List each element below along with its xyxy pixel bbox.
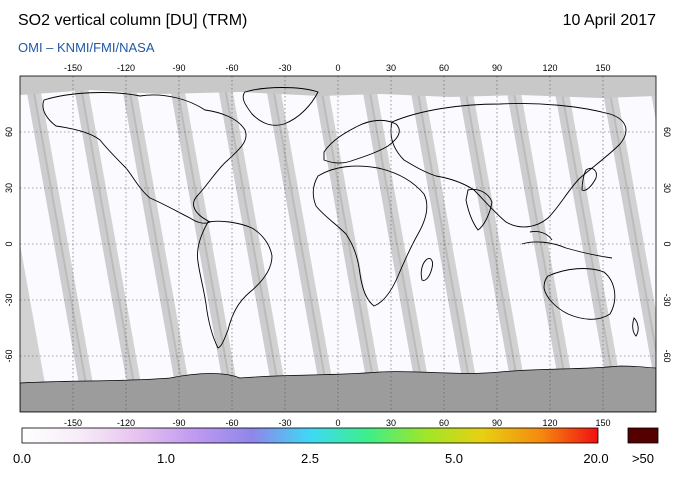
lon-tick-label-bottom: -150 [64,418,82,428]
colorbar-label-1: 1.0 [156,451,176,466]
orbit-swath [614,76,656,312]
lat-tick-label-left: 60 [4,127,14,137]
colorbar [21,427,599,444]
swath-overlap [312,76,380,412]
lon-tick-label-bottom: -120 [117,418,135,428]
coastlines [42,87,639,349]
lat-tick-label-right: 30 [662,183,672,193]
lat-tick-label-left: 30 [4,183,14,193]
map-area [20,76,656,412]
lat-tick-label-right: -30 [662,293,672,306]
europe [323,119,400,164]
lon-tick-label-bottom: 150 [595,418,610,428]
swath-overlap [120,76,188,412]
asia [390,103,627,228]
swath-overlap [168,76,236,412]
lon-tick-label-top: 90 [492,63,502,73]
colorbar-overflow-label: >50 [631,451,655,466]
map-date: 10 April 2017 [562,12,656,29]
greenland [242,87,319,126]
indonesia [521,231,613,259]
lon-tick-label-top: -150 [64,63,82,73]
lon-tick-label-top: -90 [172,63,185,73]
swath-overlap [216,76,284,412]
colorbar-label-0: 0.0 [12,451,32,466]
swath-overlap [72,76,140,412]
lon-ticks-top: -150 -120 -90 -60 -30 0 30 60 90 120 150 [64,63,611,73]
swath-overlap [24,76,92,412]
lat-tick-label-right: 60 [662,127,672,137]
swath-overlap [408,76,476,412]
lon-tick-label-bottom: 90 [492,418,502,428]
lat-ticks-right: 60 30 0 -30 -60 [662,127,672,363]
lon-tick-label-bottom: -60 [225,418,238,428]
lon-tick-label-top: 150 [595,63,610,73]
lon-tick-label-top: -120 [117,63,135,73]
graticule [20,76,656,412]
lon-tick-label-bottom: -30 [278,418,291,428]
lon-tick-label-top: -30 [278,63,291,73]
data-credit: OMI – KNMI/FMI/NASA [18,40,155,55]
madagascar [420,257,433,281]
india [465,189,493,231]
lat-tick-label-left: 0 [4,241,14,246]
swath-overlap [456,76,524,412]
lat-tick-label-left: -60 [4,349,14,362]
lat-ticks-left: 60 30 0 -30 -60 [4,127,14,363]
swath-overlap [504,76,572,412]
lon-tick-label-top: 0 [335,63,340,73]
lon-tick-label-bottom: 120 [542,418,557,428]
new-zealand [632,317,639,337]
lon-tick-label-top: -60 [225,63,238,73]
lon-ticks-bottom: -150 -120 -90 -60 -30 0 30 60 90 120 150 [64,418,611,428]
lon-tick-label-bottom: 30 [386,418,396,428]
orbit-swath [566,76,656,412]
swath-overlap [360,76,428,412]
lon-tick-label-top: 60 [439,63,449,73]
swath-overlap [600,76,656,390]
africa [312,165,428,307]
lat-tick-label-right: 0 [662,241,672,246]
lon-tick-label-top: 120 [542,63,557,73]
lat-tick-label-right: -60 [662,349,672,362]
colorbar-label-2: 2.5 [300,451,320,466]
lon-tick-label-bottom: 60 [439,418,449,428]
swath-overlap [264,76,332,412]
south-america [197,220,273,349]
lon-tick-label-top: 30 [386,63,396,73]
lon-tick-label-bottom: 0 [335,418,340,428]
colorbar-label-4: 20.0 [583,451,609,466]
colorbar-overflow-swatch [627,427,659,444]
australia [543,268,616,320]
north-america [42,92,247,224]
lon-tick-label-bottom: -90 [172,418,185,428]
lat-tick-label-left: -30 [4,293,14,306]
colorbar-label-3: 5.0 [444,451,464,466]
map-frame [19,75,657,413]
map-title: SO2 vertical column [DU] (TRM) [18,12,248,29]
